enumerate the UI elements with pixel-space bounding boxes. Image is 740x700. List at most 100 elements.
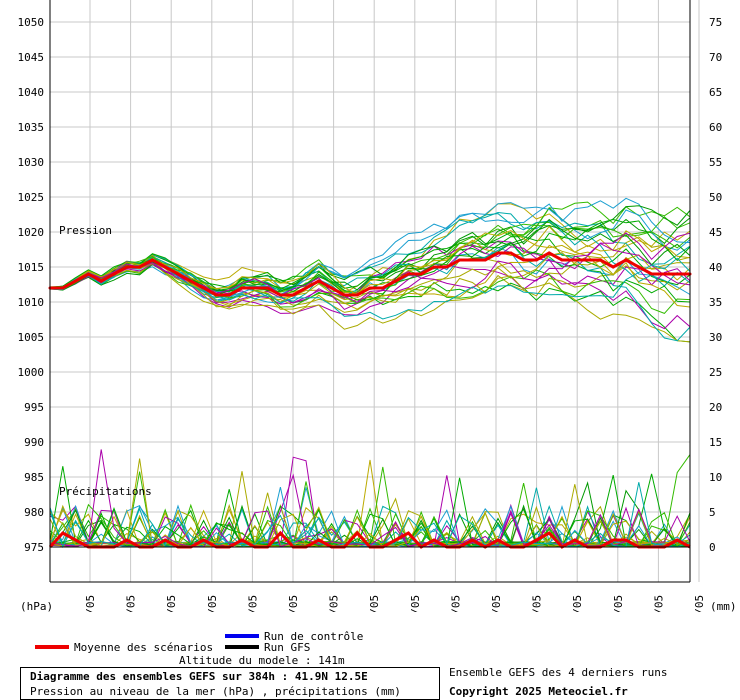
pressure-annotation: Pression — [59, 224, 112, 237]
y-right-tick-label: 10 — [709, 471, 722, 484]
footer-subtitle: Pression au niveau de la mer (hPa) , pré… — [30, 685, 401, 698]
x-tick-label: 13/05 — [287, 595, 300, 612]
mean-pressure-point — [253, 286, 257, 290]
y-right-tick-label: 60 — [709, 121, 722, 134]
x-tick-label: 09/05 — [125, 595, 138, 612]
legend-gfs: Run GFS — [264, 641, 311, 654]
y-left-tick-label: 995 — [24, 401, 44, 414]
ensemble-pressure-line — [49, 231, 691, 303]
y-left-tick-label: 1020 — [18, 226, 45, 239]
y-right-tick-label: 0 — [709, 541, 716, 554]
x-tick-label: 10/05 — [165, 595, 178, 612]
y-right-tick-label: 20 — [709, 401, 722, 414]
runs-text: Ensemble GEFS des 4 derniers runs — [449, 666, 668, 679]
footer-title: Diagramme des ensembles GEFS sur 384h : … — [30, 670, 368, 683]
x-tick-label: 12/05 — [246, 595, 259, 612]
x-tick-label: 08/05 — [84, 595, 97, 612]
altitude-text: Altitude du modele : 141m — [179, 654, 345, 667]
chart-grid — [50, 0, 700, 582]
y-left-tick-label: 1010 — [18, 296, 45, 309]
mean-pressure-point — [74, 279, 78, 283]
y-right-tick-label: 35 — [709, 296, 722, 309]
mean-pressure-point — [112, 272, 116, 276]
y-left-tick-label: 1015 — [18, 261, 45, 274]
mean-pressure-point — [598, 258, 602, 262]
y-right-tick-label: 75 — [709, 16, 722, 29]
mean-pressure-point — [342, 293, 346, 297]
mean-pressure-point — [202, 286, 206, 290]
y-left-tick-label: 1025 — [18, 191, 45, 204]
mean-pressure-point — [214, 293, 218, 297]
mean-pressure-point — [99, 279, 103, 283]
legend-mean: Moyenne des scénarios — [74, 641, 214, 654]
ensemble-pressure-line — [49, 241, 691, 342]
mean-pressure-point — [419, 272, 423, 276]
control-swatch — [225, 634, 259, 638]
y-left-tick-label: 1050 — [18, 16, 45, 29]
mean-pressure-point — [138, 265, 142, 269]
mean-pressure-point — [509, 251, 513, 255]
mean-pressure-point — [394, 279, 398, 283]
mean-pressure-point — [586, 258, 590, 262]
mean-pressure-point — [278, 293, 282, 297]
mean-pressure-point — [330, 286, 334, 290]
y-right-tick-label: 55 — [709, 156, 722, 169]
precip-annotation: Précipitations — [59, 485, 152, 498]
mean-pressure-point — [368, 286, 372, 290]
x-tick-label: 20/05 — [571, 595, 584, 612]
x-tick-label: 21/05 — [612, 595, 625, 612]
mean-pressure-point — [637, 265, 641, 269]
mean-pressure-point — [483, 258, 487, 262]
x-tick-label: 22/05 — [652, 595, 665, 612]
y-left-tick-label: 1030 — [18, 156, 45, 169]
mean-pressure-point — [163, 265, 167, 269]
ensemble-pressure-line — [49, 260, 691, 330]
mean-pressure-point — [406, 272, 410, 276]
mean-pressure-point — [624, 258, 628, 262]
x-tick-label: 11/05 — [206, 595, 219, 612]
mean-pressure-point — [189, 279, 193, 283]
mean-pressure-point — [662, 272, 666, 276]
mean-pressure-point — [61, 286, 65, 290]
x-tick-label: 16/05 — [409, 595, 422, 612]
mean-pressure-point — [266, 286, 270, 290]
x-tick-label: 18/05 — [490, 595, 503, 612]
y-left-tick-label: 1000 — [18, 366, 45, 379]
mean-pressure-point — [675, 272, 679, 276]
x-tick-label: 17/05 — [449, 595, 462, 612]
y-left-tick-label: 985 — [24, 471, 44, 484]
mean-pressure-point — [650, 272, 654, 276]
mean-pressure-point — [432, 265, 436, 269]
y-left-tick-label: 980 — [24, 506, 44, 519]
ensemble-precip-line — [49, 511, 691, 548]
gfs-swatch — [225, 645, 259, 649]
mean-pressure-point — [522, 258, 526, 262]
mean-pressure-point — [611, 265, 615, 269]
mean-pressure-point — [150, 258, 154, 262]
x-tick-label: 23/05 — [693, 595, 706, 612]
mean-swatch — [35, 645, 69, 649]
y-right-tick-label: 45 — [709, 226, 722, 239]
y-right-tick-label: 50 — [709, 191, 722, 204]
mean-pressure-point — [458, 258, 462, 262]
mean-pressure-point — [381, 286, 385, 290]
y-right-tick-label: 5 — [709, 506, 716, 519]
y-right-tick-label: 15 — [709, 436, 722, 449]
y-left-tick-label: 1035 — [18, 121, 45, 134]
ensemble-pressure-line — [49, 232, 691, 303]
ensemble-members — [49, 197, 691, 549]
y-left-tick-label: 990 — [24, 436, 44, 449]
y-left-tick-label: 1040 — [18, 86, 45, 99]
legend-control: Run de contrôle — [264, 630, 364, 643]
y-left-tick-label: 975 — [24, 541, 44, 554]
mean-pressure-point — [227, 293, 231, 297]
x-tick-label: 14/05 — [328, 595, 341, 612]
copyright-text: Copyright 2025 Meteociel.fr — [449, 685, 628, 698]
y-right-tick-label: 30 — [709, 331, 722, 344]
y-left-tick-label: 1045 — [18, 51, 45, 64]
mean-pressure-point — [573, 258, 577, 262]
ensemble-pressure-line — [49, 255, 691, 314]
y-right-tick-label: 25 — [709, 366, 722, 379]
